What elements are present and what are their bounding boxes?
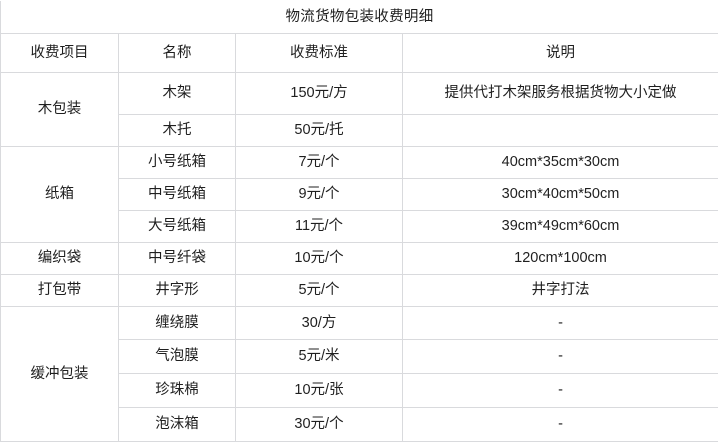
cell-price: 50元/托 bbox=[236, 115, 403, 147]
column-header-item: 收费项目 bbox=[1, 34, 119, 73]
table-row: 木包装 木架 150元/方 提供代打木架服务根据货物大小定做 bbox=[1, 73, 718, 115]
cell-note: - bbox=[403, 374, 718, 408]
cell-name: 木托 bbox=[119, 115, 236, 147]
group-cell-cushion-packing: 缓冲包装 bbox=[1, 307, 119, 442]
cell-name: 泡沫箱 bbox=[119, 408, 236, 442]
column-header-name: 名称 bbox=[119, 34, 236, 73]
cell-name: 气泡膜 bbox=[119, 340, 236, 374]
cell-name: 珍珠棉 bbox=[119, 374, 236, 408]
cell-price: 5元/米 bbox=[236, 340, 403, 374]
cell-note: - bbox=[403, 340, 718, 374]
cell-name: 中号纤袋 bbox=[119, 243, 236, 275]
cell-name: 大号纸箱 bbox=[119, 211, 236, 243]
cell-price: 9元/个 bbox=[236, 179, 403, 211]
column-header-note: 说明 bbox=[403, 34, 718, 73]
cell-note: - bbox=[403, 408, 718, 442]
cell-price: 30/方 bbox=[236, 307, 403, 340]
cell-price: 10元/张 bbox=[236, 374, 403, 408]
group-cell-woven-bag: 编织袋 bbox=[1, 243, 119, 275]
cell-price: 150元/方 bbox=[236, 73, 403, 115]
header-row: 收费项目 名称 收费标准 说明 bbox=[1, 34, 718, 73]
cell-note: 井字打法 bbox=[403, 275, 718, 307]
cell-name: 井字形 bbox=[119, 275, 236, 307]
cell-note: 30cm*40cm*50cm bbox=[403, 179, 718, 211]
table-row: 打包带 井字形 5元/个 井字打法 bbox=[1, 275, 718, 307]
table-row: 纸箱 小号纸箱 7元/个 40cm*35cm*30cm bbox=[1, 147, 718, 179]
cell-name: 缠绕膜 bbox=[119, 307, 236, 340]
cell-note: 39cm*49cm*60cm bbox=[403, 211, 718, 243]
cell-note: 提供代打木架服务根据货物大小定做 bbox=[403, 73, 718, 115]
group-cell-carton: 纸箱 bbox=[1, 147, 119, 243]
cell-note: 120cm*100cm bbox=[403, 243, 718, 275]
cell-price: 11元/个 bbox=[236, 211, 403, 243]
group-cell-wood-packing: 木包装 bbox=[1, 73, 119, 147]
cell-price: 30元/个 bbox=[236, 408, 403, 442]
page-title: 物流货物包装收费明细 bbox=[1, 1, 718, 34]
cell-name: 中号纸箱 bbox=[119, 179, 236, 211]
cell-price: 7元/个 bbox=[236, 147, 403, 179]
column-header-price: 收费标准 bbox=[236, 34, 403, 73]
cell-price: 10元/个 bbox=[236, 243, 403, 275]
table-row: 编织袋 中号纤袋 10元/个 120cm*100cm bbox=[1, 243, 718, 275]
group-cell-strapping: 打包带 bbox=[1, 275, 119, 307]
title-row: 物流货物包装收费明细 bbox=[1, 1, 718, 34]
cell-name: 木架 bbox=[119, 73, 236, 115]
cell-note bbox=[403, 115, 718, 147]
table-row: 缓冲包装 缠绕膜 30/方 - bbox=[1, 307, 718, 340]
cell-name: 小号纸箱 bbox=[119, 147, 236, 179]
cell-note: - bbox=[403, 307, 718, 340]
cell-note: 40cm*35cm*30cm bbox=[403, 147, 718, 179]
cell-price: 5元/个 bbox=[236, 275, 403, 307]
